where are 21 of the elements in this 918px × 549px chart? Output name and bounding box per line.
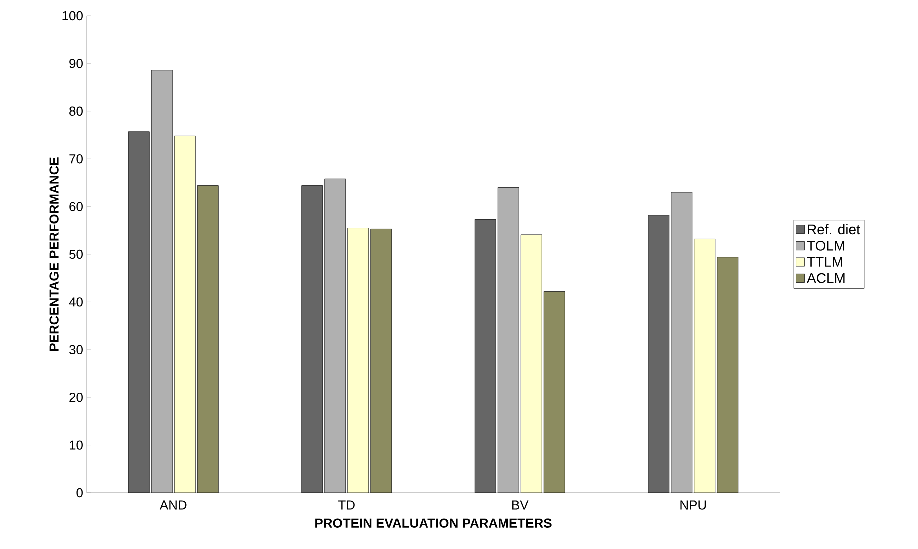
y-axis-title: PERCENTAGE PERFORMANCE xyxy=(50,158,59,352)
x-tick-label: NPU xyxy=(680,500,706,510)
y-tick-label: 30 xyxy=(70,345,83,354)
y-tick-label: 100 xyxy=(62,11,83,21)
y-tick-label: 50 xyxy=(70,250,83,260)
legend-label: TTLM xyxy=(807,257,842,267)
x-tick-label: TD xyxy=(338,500,355,510)
y-tick-label: 10 xyxy=(70,440,83,450)
x-tick-label: BV xyxy=(512,500,529,510)
y-tick-label: 0 xyxy=(76,488,83,498)
x-tick-label: AND xyxy=(160,500,187,510)
y-tick-label: 70 xyxy=(70,154,83,164)
y-tick-label: 20 xyxy=(70,392,83,402)
y-tick-label: 90 xyxy=(70,59,83,68)
y-tick-label: 60 xyxy=(70,202,83,212)
legend-label: ACLM xyxy=(807,273,845,284)
x-axis-title: PROTEIN EVALUATION PARAMETERS xyxy=(316,518,552,528)
legend-label: Ref. diet xyxy=(808,224,860,235)
legend-label: TOLM xyxy=(807,240,845,251)
y-tick-label: 80 xyxy=(70,106,83,116)
y-tick-label: 40 xyxy=(69,298,83,307)
